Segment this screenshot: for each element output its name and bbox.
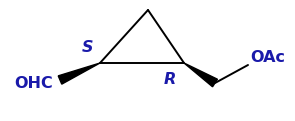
Text: OHC: OHC (14, 76, 53, 91)
Polygon shape (184, 63, 217, 87)
Polygon shape (58, 63, 100, 84)
Text: R: R (164, 72, 176, 87)
Text: S: S (82, 39, 94, 54)
Text: OAc: OAc (250, 49, 285, 64)
